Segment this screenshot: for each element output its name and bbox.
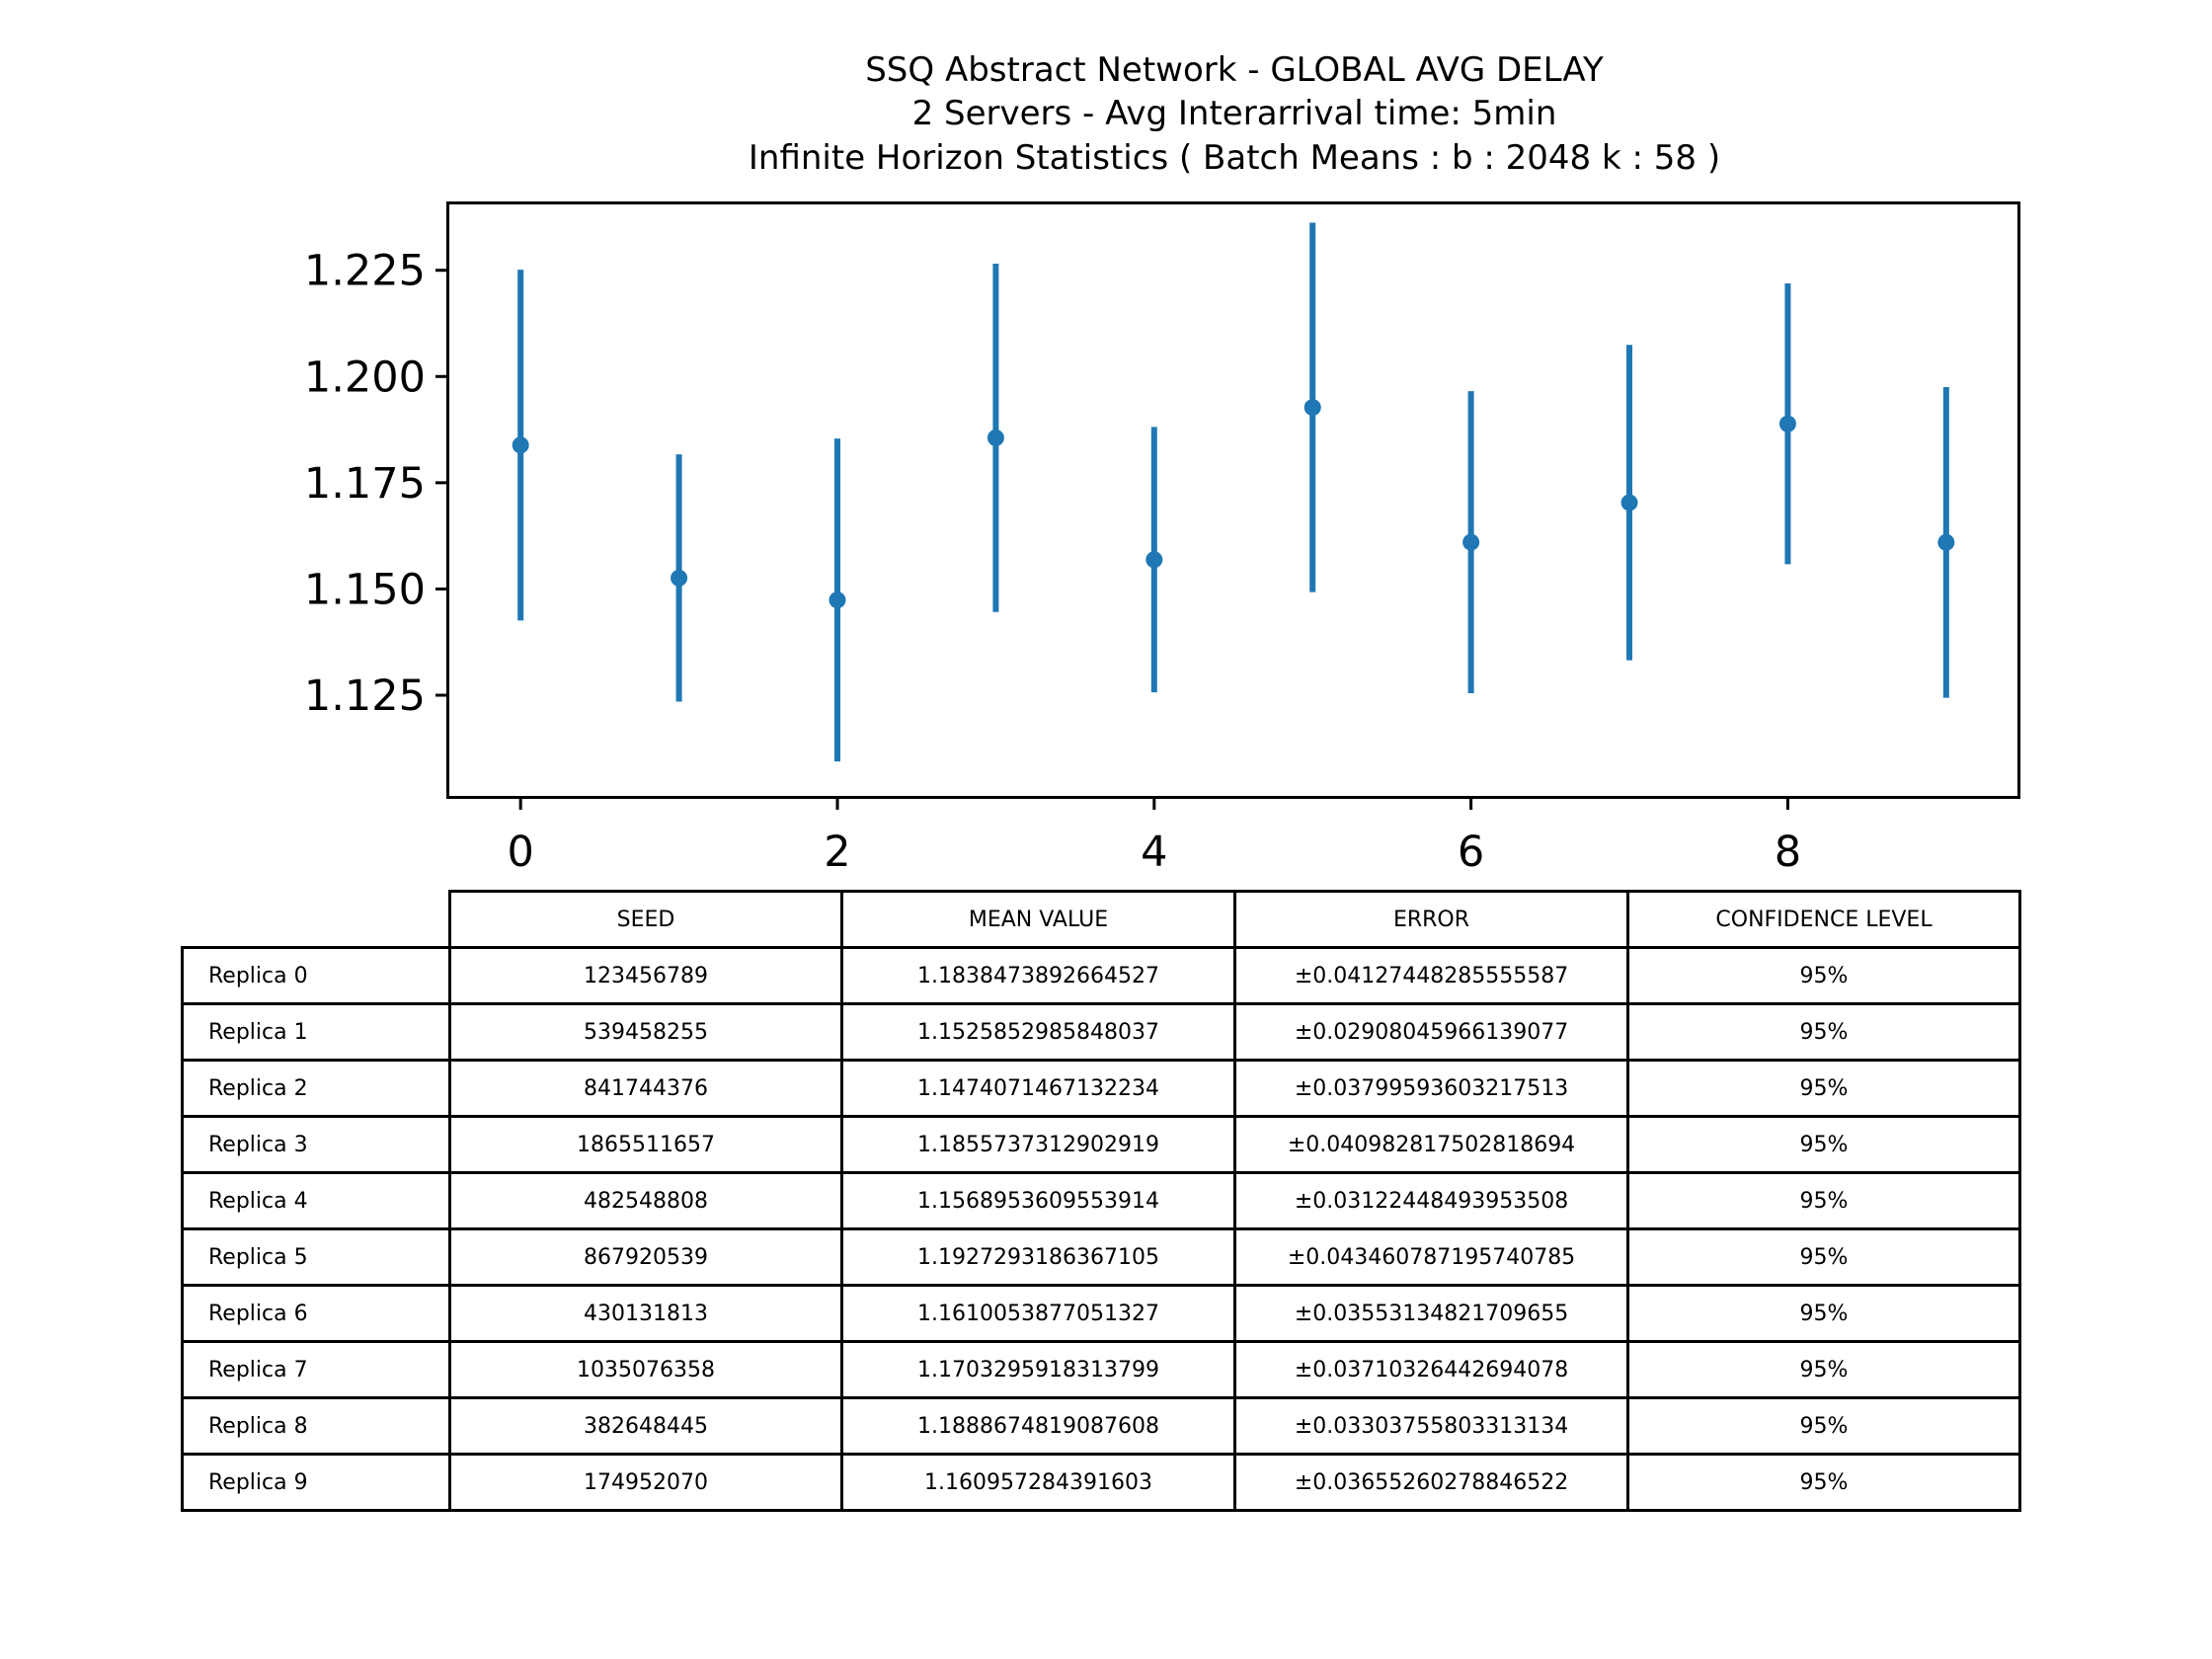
table-row: Replica 2 841744376 1.1474071467132234 ±0.0… [181,1059,2021,1118]
error-cell: ±0.04127448285555587 [1233,946,1629,1005]
mean-cell: 1.160957284391603 [840,1453,1236,1512]
x-tick-label: 2 [824,828,850,877]
seed-cell: 174952070 [448,1453,843,1512]
y-tick-label: 1.175 [304,459,426,509]
error-cell: ±0.040982817502818694 [1233,1115,1629,1174]
mean-point [1620,494,1638,512]
x-tick-label: 4 [1141,828,1167,877]
x-tick-label: 0 [508,828,534,877]
error-cell: ±0.03799593603217513 [1233,1059,1629,1118]
mean-cell: 1.1474071467132234 [840,1059,1236,1118]
seed-cell: 867920539 [448,1227,843,1287]
row-label: Replica 5 [181,1227,451,1287]
y-tick-label: 1.150 [304,565,426,614]
mean-cell: 1.1838473892664527 [840,946,1236,1005]
error-cell: ±0.043460787195740785 [1233,1227,1629,1287]
table-row: Replica 5 867920539 1.1927293186367105 ±0.0… [181,1227,2021,1287]
table-row: Replica 7 1035076358 1.1703295918313799 ±0.… [181,1340,2021,1399]
confidence-cell: 95% [1626,1340,2021,1399]
seed-cell: 1865511657 [448,1115,843,1174]
mean-cell: 1.1525852985848037 [840,1002,1236,1062]
confidence-cell: 95% [1626,1059,2021,1118]
table-row: Replica 3 1865511657 1.1855737312902919 ±0.… [181,1115,2021,1174]
error-cell: ±0.02908045966139077 [1233,1002,1629,1062]
row-label: Replica 2 [181,1059,451,1118]
y-axis: 1.125 1.150 1.175 1.200 1.225 [304,247,447,721]
row-label: Replica 0 [181,946,451,1005]
table-corner-cell [183,892,450,948]
mean-cell: 1.1888674819087608 [840,1396,1236,1456]
chart-subtitle-line-2: Infinite Horizon Statistics ( Batch Mean… [749,138,1720,178]
confidence-cell: 95% [1626,1396,2021,1456]
table-row: Replica 4 482548808 1.1568953609553914 ±0.0… [181,1171,2021,1230]
errorbar-chart: SSQ Abstract Network - GLOBAL AVG DELAY … [304,50,2020,877]
y-tick-label: 1.200 [304,353,426,402]
table-row: Replica 6 430131813 1.1610053877051327 ±0.0… [181,1284,2021,1343]
row-label: Replica 3 [181,1115,451,1174]
row-label: Replica 1 [181,1002,451,1062]
column-header-error: ERROR [1233,890,1629,949]
column-header-mean-value: MEAN VALUE [840,890,1236,949]
mean-point [1304,399,1321,417]
results-table: SEED MEAN VALUE ERROR CONFIDENCE LEVEL R… [181,890,2021,1512]
table-row: Replica 9 174952070 1.160957284391603 ±0.03… [181,1453,2021,1512]
confidence-cell: 95% [1626,1284,2021,1343]
seed-cell: 539458255 [448,1002,843,1062]
row-label: Replica 7 [181,1340,451,1399]
x-tick-label: 6 [1458,828,1484,877]
chart-title: SSQ Abstract Network - GLOBAL AVG DELAY [865,50,1604,90]
column-header-confidence-level: CONFIDENCE LEVEL [1626,890,2021,949]
seed-cell: 430131813 [448,1284,843,1343]
mean-point [987,429,1004,446]
row-label: Replica 6 [181,1284,451,1343]
seed-cell: 482548808 [448,1171,843,1230]
seed-cell: 1035076358 [448,1340,843,1399]
error-cell: ±0.03655260278846522 [1233,1453,1629,1512]
mean-point [829,592,846,609]
error-cell: ±0.03553134821709655 [1233,1284,1629,1343]
error-cell: ±0.03122448493953508 [1233,1171,1629,1230]
table-row: Replica 0 123456789 1.1838473892664527 ±0.0… [181,946,2021,1005]
row-label: Replica 8 [181,1396,451,1456]
error-cell: ±0.03710326442694078 [1233,1340,1629,1399]
mean-cell: 1.1568953609553914 [840,1171,1236,1230]
confidence-cell: 95% [1626,1115,2021,1174]
mean-cell: 1.1610053877051327 [840,1284,1236,1343]
mean-cell: 1.1855737312902919 [840,1115,1236,1174]
x-tick-label: 8 [1775,828,1801,877]
column-header-seed: SEED [448,890,843,949]
confidence-cell: 95% [1626,1227,2021,1287]
mean-point [1937,533,1955,551]
error-cell: ±0.03303755803313134 [1233,1396,1629,1456]
seed-cell: 382648445 [448,1396,843,1456]
seed-cell: 123456789 [448,946,843,1005]
mean-point [1462,533,1480,551]
chart-subtitle-line-1: 2 Servers - Avg Interarrival time: 5min [912,94,1557,133]
x-axis: 0 2 4 6 8 [508,798,1801,877]
plot-frame [446,201,2020,799]
table-header-row: SEED MEAN VALUE ERROR CONFIDENCE LEVEL [183,890,2021,949]
table-row: Replica 1 539458255 1.1525852985848037 ±0.0… [181,1002,2021,1062]
mean-point [512,436,529,454]
y-tick-label: 1.125 [304,672,426,721]
mean-point [1146,551,1163,569]
mean-cell: 1.1703295918313799 [840,1340,1236,1399]
confidence-cell: 95% [1626,1002,2021,1062]
mean-cell: 1.1927293186367105 [840,1227,1236,1287]
seed-cell: 841744376 [448,1059,843,1118]
confidence-cell: 95% [1626,1453,2021,1512]
table-row: Replica 8 382648445 1.1888674819087608 ±0.0… [181,1396,2021,1456]
row-label: Replica 9 [181,1453,451,1512]
y-tick-label: 1.225 [304,247,426,296]
confidence-cell: 95% [1626,1171,2021,1230]
series-marks [512,222,1955,762]
mean-point [671,569,688,587]
mean-point [1778,415,1796,433]
row-label: Replica 4 [181,1171,451,1230]
confidence-cell: 95% [1626,946,2021,1005]
